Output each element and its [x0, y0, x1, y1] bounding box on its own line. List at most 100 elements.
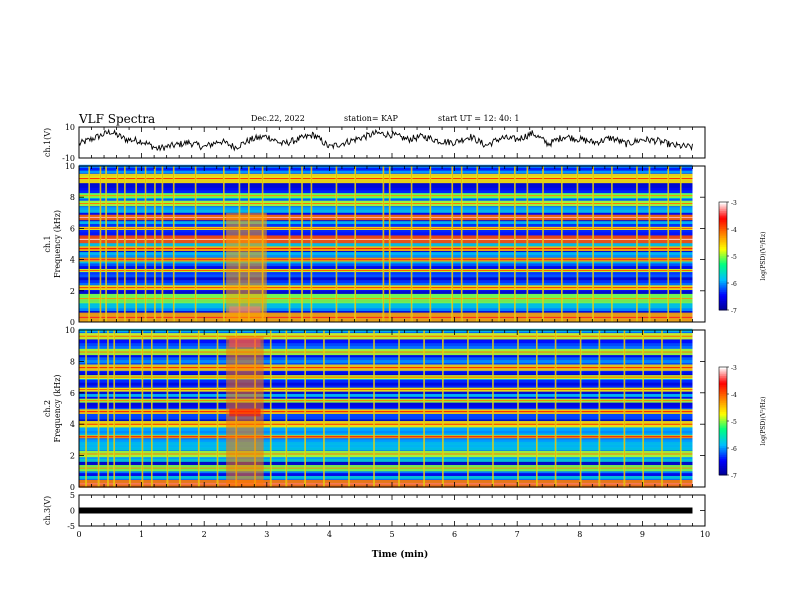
colorbar-ch2-swatch	[719, 403, 727, 406]
colorbar-ch1-swatch	[719, 248, 727, 252]
colorbar-ch2-swatch	[719, 449, 727, 453]
ch2-spectrogram-texture-row	[79, 438, 693, 443]
colorbar-ch1-swatch	[719, 202, 727, 205]
ch1-spectrogram-texture-row	[79, 274, 693, 278]
colorbar-ch2-swatch	[719, 473, 727, 476]
colorbar-ch2-swatch	[719, 467, 727, 471]
colorbar-ch2-swatch	[719, 422, 727, 426]
ch3-signal-ytick-label: 0	[70, 507, 75, 516]
colorbar-ch1-swatch	[719, 229, 727, 232]
colorbar-ch1-swatch	[719, 293, 727, 297]
colorbar-ch2-swatch	[719, 453, 727, 456]
colorbar-ch1-swatch	[719, 256, 727, 259]
colorbar-ch1-swatch	[719, 227, 727, 230]
colorbar-ch2-swatch	[719, 415, 727, 418]
colorbar-ch1-swatch	[719, 221, 727, 225]
colorbar-ch2-swatch	[719, 446, 727, 449]
colorbar-ch2-swatch	[719, 379, 727, 382]
colorbar-ch1-swatch	[719, 266, 727, 270]
colorbar-ch2-swatch	[719, 397, 727, 400]
colorbar-ch2-swatch	[719, 431, 727, 435]
colorbar-ch1-swatch	[719, 259, 727, 262]
colorbar-ch2-swatch	[719, 392, 727, 395]
colorbar-ch1-swatch	[719, 254, 727, 257]
ch1-spectrogram-texture-row	[79, 220, 693, 225]
ch2-spectrogram-ytick-label: 4	[70, 420, 75, 429]
ch1-spectrogram-texture-row	[79, 223, 693, 227]
ch3-signal-line	[79, 507, 693, 514]
ch2-spectrogram-texture-row	[79, 345, 693, 349]
ch1-spectrogram-ylabel: Frequency (kHz)	[53, 210, 62, 278]
colorbar-ch2-swatch	[719, 440, 727, 444]
colorbar-ch2-swatch	[719, 424, 727, 427]
colorbar-ch2-swatch	[719, 469, 727, 472]
ch2-spectrogram-texture-row	[79, 475, 693, 479]
ch2-spectrogram-texture-row	[79, 371, 693, 375]
colorbar-ch2-swatch	[719, 383, 727, 386]
ch1-spectrogram-texture-row	[79, 279, 693, 283]
ch2-spectrogram-panel: 0 2 4 6 8 10 ch.2 Frequency (kHz)	[43, 326, 706, 492]
colorbar-ch2-swatch	[719, 385, 727, 388]
colorbar-ch1-swatch	[719, 286, 727, 289]
colorbar-ch1-swatch	[719, 265, 727, 268]
ch2-spectrogram-ytick-label: 8	[70, 357, 75, 366]
ch1-spectrogram-texture-row	[79, 190, 693, 194]
ch2-spectrogram-texture-row	[79, 447, 693, 451]
colorbar-ch1-swatch	[719, 247, 727, 250]
ch1-spectrogram-burst	[226, 212, 267, 322]
colorbar-ch2-swatch	[719, 408, 727, 411]
ch1-spectrogram-texture-row	[79, 302, 693, 306]
ch3-signal-ytick-label: -5	[67, 522, 75, 531]
colorbar-ch2-tick-label: -4	[731, 392, 737, 399]
ch2-spectrogram-texture-row	[79, 416, 693, 420]
ch2-spectrogram-texture-row	[79, 461, 693, 465]
colorbar-ch2-swatch	[719, 376, 727, 379]
colorbar-ch2-swatch	[719, 437, 727, 440]
colorbar-ch2-tick-label: -6	[731, 446, 737, 453]
x-tick-label: 9	[640, 530, 645, 539]
ch2-spectrogram-texture-row	[79, 390, 693, 395]
ch3-signal-panel: 50-5ch.3(V)0 1 2 3 4 5 6 7 8 9 10	[43, 491, 710, 539]
ch1-spectrogram-texture-row	[79, 260, 693, 264]
ch1-spectrogram-texture-row	[79, 305, 693, 309]
ch1-waveform-ylabel: ch.1(V)	[43, 128, 52, 157]
ch2-spectrogram-ylabel: Frequency (kHz)	[53, 374, 62, 442]
ch1-spectrogram-ytick-label: 6	[70, 224, 75, 233]
ch1-spectrogram-texture-row	[79, 209, 693, 213]
ch2-spectrogram-texture-row	[79, 402, 693, 406]
colorbar-ch2-swatch	[719, 430, 727, 433]
x-tick-label: 5	[389, 530, 394, 539]
colorbar-ch2-swatch	[719, 386, 727, 390]
ch2-spectrogram-burst	[229, 408, 261, 417]
ch1-spectrogram-texture-row	[79, 198, 693, 202]
colorbar-ch1-swatch	[719, 261, 727, 264]
colorbar-ch2-swatch	[719, 419, 727, 422]
colorbar-ch1-swatch	[719, 284, 727, 288]
ch1-spectrogram-texture-row	[79, 310, 693, 314]
x-tick-label: 6	[452, 530, 457, 539]
ch1-spectrogram-texture-row	[79, 170, 693, 174]
ch2-spectrogram-texture-row	[79, 444, 693, 448]
colorbar-ch2-swatch	[719, 458, 727, 462]
colorbar-ch2-swatch	[719, 421, 727, 424]
colorbar-ch1-tick-label: -4	[731, 227, 737, 234]
colorbar-ch1-tick-label: -5	[731, 254, 737, 261]
colorbar-ch1-swatch	[719, 245, 727, 248]
colorbar-ch2-swatch	[719, 444, 727, 447]
colorbar-ch1-swatch	[719, 292, 727, 295]
colorbar-ch2-swatch	[719, 401, 727, 404]
colorbar-ch2-swatch	[719, 466, 727, 469]
ch2-spectrogram-ytick-label: 10	[65, 326, 75, 335]
colorbar-ch2-swatch	[719, 433, 727, 436]
colorbar-ch1-swatch	[719, 225, 727, 228]
ch2-spectrogram-texture-row	[79, 405, 693, 409]
colorbar-ch1-swatch	[719, 214, 727, 217]
date-label: Dec.22, 2022	[251, 114, 305, 123]
x-tick-label: 3	[264, 530, 269, 539]
colorbar-ch1-swatch	[719, 272, 727, 275]
ch1-spectrogram-texture-row	[79, 206, 693, 210]
ch1-spectrogram-texture-row	[79, 212, 693, 216]
colorbar-ch2-swatch	[719, 374, 727, 377]
ch1-waveform-ytick-label: 10	[65, 123, 75, 132]
